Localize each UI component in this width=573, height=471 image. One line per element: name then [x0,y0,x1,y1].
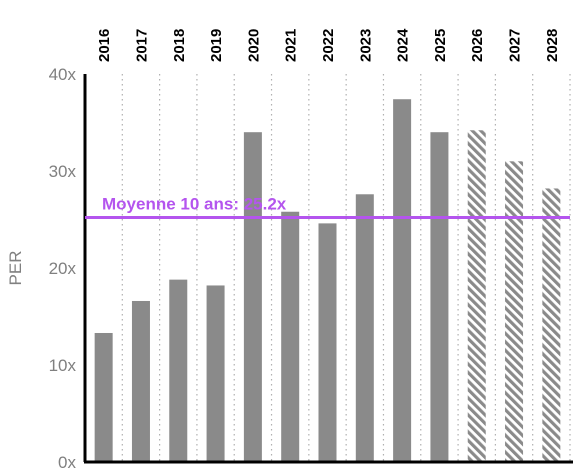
year-label-2021: 2021 [283,29,300,62]
axes [83,74,573,464]
year-label-2025: 2025 [432,29,449,62]
y-tick-label: 20x [49,259,77,278]
year-label-2017: 2017 [133,29,150,62]
y-tick-label: 30x [49,162,77,181]
year-label-2016: 2016 [96,29,113,62]
year-label-2022: 2022 [320,29,337,62]
year-label-2019: 2019 [208,29,225,62]
bar-2021 [281,211,300,462]
y-tick-label: 10x [49,356,77,375]
year-label-2028: 2028 [544,29,561,62]
year-labels: 2016 2017 2018 2019 2020 2021 2022 2023 2024 2025… [96,28,561,62]
y-tick-label: 40x [49,65,77,84]
year-label-2020: 2020 [245,29,262,62]
year-label-2027: 2027 [507,29,524,62]
bar-2028 [542,188,561,462]
bar-2025 [430,132,449,462]
average-line-group: Moyenne 10 ans: 25.2x [85,195,570,220]
bar-2027 [505,161,524,463]
bar-2024 [393,99,412,462]
bar-2019 [206,285,225,462]
y-tick-labels: 0x 10x 20x 30x 40x [49,65,77,471]
bar-2017 [131,300,150,462]
bar-2026 [467,130,486,462]
y-tick-label: 0x [58,453,76,471]
gridlines [121,74,571,462]
bar-2022 [318,223,337,462]
y-axis-title: PER [6,251,25,286]
bar-2018 [169,279,188,462]
bars [94,99,561,463]
bar-2016 [94,332,113,462]
year-label-2024: 2024 [395,28,412,62]
year-label-2023: 2023 [357,29,374,62]
year-label-2018: 2018 [171,29,188,62]
average-label: Moyenne 10 ans: 25.2x [102,195,287,214]
year-label-2026: 2026 [469,29,486,62]
bar-2020 [243,132,262,462]
bar-2023 [355,194,374,462]
